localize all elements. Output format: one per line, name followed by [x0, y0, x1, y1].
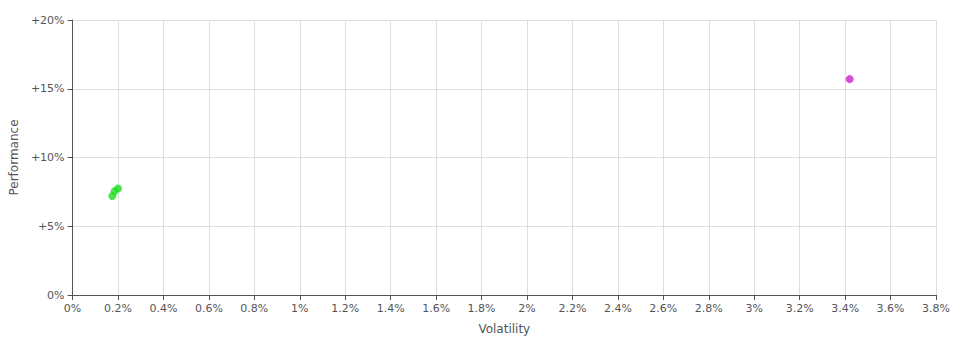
svg-text:3.6%: 3.6% — [877, 302, 905, 315]
svg-text:3.4%: 3.4% — [831, 302, 859, 315]
svg-text:1%: 1% — [291, 302, 308, 315]
svg-text:1.8%: 1.8% — [468, 302, 496, 315]
svg-text:Volatility: Volatility — [478, 322, 530, 336]
svg-text:3.2%: 3.2% — [786, 302, 814, 315]
svg-text:3.8%: 3.8% — [922, 302, 950, 315]
svg-text:2.6%: 2.6% — [649, 302, 677, 315]
svg-text:0%: 0% — [64, 302, 81, 315]
svg-text:2%: 2% — [518, 302, 535, 315]
svg-text:0.8%: 0.8% — [240, 302, 268, 315]
svg-text:+10%: +10% — [31, 151, 65, 164]
svg-text:0%: 0% — [47, 289, 64, 302]
svg-text:0.4%: 0.4% — [149, 302, 177, 315]
svg-text:3%: 3% — [745, 302, 762, 315]
svg-text:+15%: +15% — [31, 82, 65, 95]
svg-text:1.6%: 1.6% — [422, 302, 450, 315]
svg-text:0.2%: 0.2% — [104, 302, 132, 315]
svg-text:Performance: Performance — [7, 119, 21, 195]
svg-text:1.4%: 1.4% — [377, 302, 405, 315]
svg-text:2.8%: 2.8% — [695, 302, 723, 315]
svg-text:1.2%: 1.2% — [331, 302, 359, 315]
svg-text:+20%: +20% — [31, 14, 65, 27]
svg-text:0.6%: 0.6% — [195, 302, 223, 315]
svg-text:+5%: +5% — [38, 220, 65, 233]
svg-text:2.4%: 2.4% — [604, 302, 632, 315]
svg-text:2.2%: 2.2% — [558, 302, 586, 315]
